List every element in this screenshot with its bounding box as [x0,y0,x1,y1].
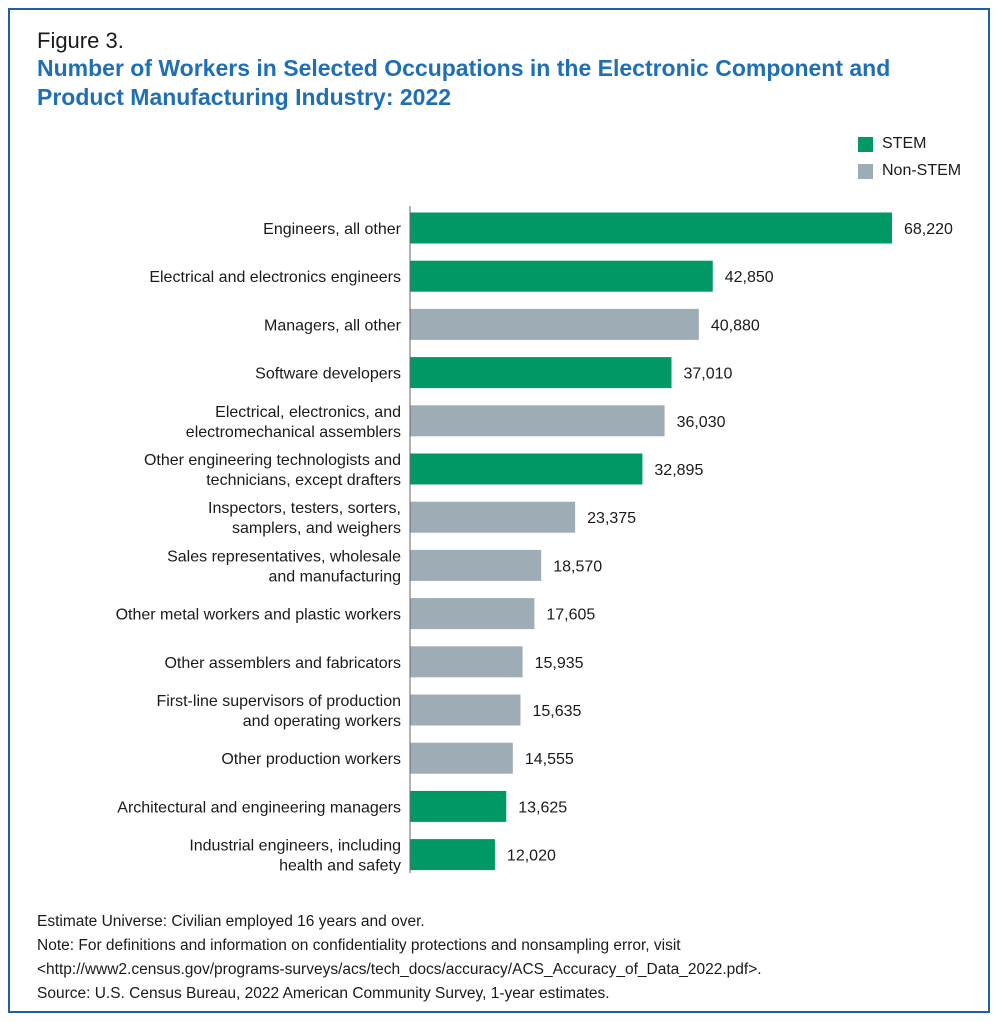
bar-industrial-engineers-including-health-and-safety [410,839,495,871]
category-label-electrical-electronics-and-electromechanical-assemblers: Electrical, electronics, and electromecha… [186,404,401,441]
data-label-electrical-electronics-and-electromechanical-assemblers: 36,030 [677,414,726,431]
bar-other-production-workers [410,742,513,774]
bar-sales-representatives-wholesale-and-manufacturing [410,549,542,581]
legend-swatch-stem [858,137,873,152]
data-label-architectural-and-engineering-managers: 13,625 [518,799,567,816]
bar-other-engineering-technologists-and-technicians-except-drafters [410,453,643,485]
bar-electrical-electronics-and-electromechanical-assemblers [410,405,665,437]
figure-frame [8,8,990,1013]
legend-swatch-non-stem [858,164,873,179]
data-label-industrial-engineers-including-health-and-safety: 12,020 [507,848,556,865]
category-label-other-assemblers-and-fabricators: Other assemblers and fabricators [164,655,401,672]
data-label-engineers-all-other: 68,220 [904,221,953,238]
data-label-other-engineering-technologists-and-technicians-except-drafters: 32,895 [654,462,703,479]
legend-label-non-stem: Non-STEM [882,162,962,179]
note-source: Source: U.S. Census Bureau, 2022 America… [37,985,610,1002]
bar-managers-all-other [410,308,699,340]
category-label-sales-representatives-wholesale-and-manufacturing: Sales representatives, wholesale and manu… [167,548,401,585]
category-label-other-engineering-technologists-and-technicians-except-drafters: Other engineering technologists and techn… [144,452,401,489]
category-label-engineers-all-other: Engineers, all other [263,221,402,238]
bar-architectural-and-engineering-managers [410,790,507,822]
bar-first-line-supervisors-of-production-and-operating-workers [410,694,521,726]
category-label-electrical-and-electronics-engineers: Electrical and electronics engineers [149,269,401,286]
bar-electrical-and-electronics-engineers [410,260,713,292]
category-label-first-line-supervisors-of-production-and-operating-workers: First-line supervisors of production and … [156,693,401,730]
bar-engineers-all-other [410,212,892,244]
bar-inspectors-testers-sorters-samplers-and-weighers [410,501,576,533]
category-label-inspectors-testers-sorters-samplers-and-weighers: Inspectors, testers, sorters, samplers, a… [208,500,401,537]
category-label-industrial-engineers-including-health-and-safety: Industrial engineers, including health an… [189,838,401,875]
data-label-other-metal-workers-and-plastic-workers: 17,605 [546,607,595,624]
bar-software-developers [410,357,672,389]
chart-title: Number of Workers in Selected Occupation… [37,55,891,110]
data-label-other-production-workers: 14,555 [525,751,574,768]
data-label-electrical-and-electronics-engineers: 42,850 [725,269,774,286]
note-universe: Estimate Universe: Civilian employed 16 … [37,913,425,930]
data-label-first-line-supervisors-of-production-and-operating-workers: 15,635 [532,703,581,720]
bar-other-assemblers-and-fabricators [410,646,523,678]
note-url: <http://www2.census.gov/programs-surveys… [37,961,762,978]
note-definitions: Note: For definitions and information on… [37,937,681,954]
figure-label: Figure 3. [37,28,124,53]
data-label-sales-representatives-wholesale-and-manufacturing: 18,570 [553,558,602,575]
category-label-architectural-and-engineering-managers: Architectural and engineering managers [117,799,401,816]
legend-label-stem: STEM [882,135,927,152]
bar-other-metal-workers-and-plastic-workers [410,598,535,630]
category-label-other-production-workers: Other production workers [221,751,401,768]
data-label-software-developers: 37,010 [683,366,732,383]
category-label-software-developers: Software developers [255,366,401,383]
data-label-inspectors-testers-sorters-samplers-and-weighers: 23,375 [587,510,636,527]
category-label-other-metal-workers-and-plastic-workers: Other metal workers and plastic workers [116,607,401,624]
category-label-managers-all-other: Managers, all other [264,317,402,334]
data-label-managers-all-other: 40,880 [711,317,760,334]
data-label-other-assemblers-and-fabricators: 15,935 [535,655,584,672]
